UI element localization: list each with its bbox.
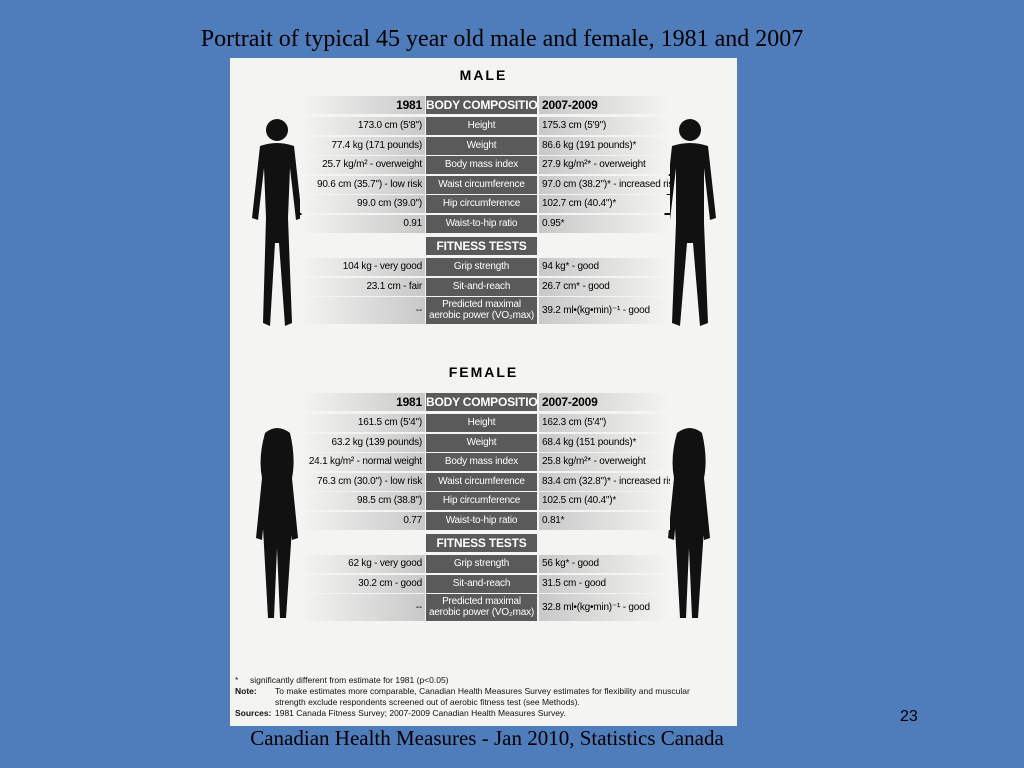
table-cell: Grip strength [426, 258, 537, 276]
table-cell: 90.6 cm (35.7") - low risk [300, 175, 425, 194]
table-cell: 0.77 [300, 511, 425, 530]
table-cell: 24.1 kg/m² - normal weight [300, 453, 425, 471]
table-cell: Grip strength [426, 555, 537, 573]
table-cell: 25.7 kg/m² - overweight [300, 156, 425, 174]
table-cell: -- [300, 594, 425, 621]
table-cell: 68.4 kg (151 pounds)* [539, 433, 670, 452]
footnote-text: To make estimates more comparable, Canad… [275, 686, 690, 707]
table-cell: 62 kg - very good [300, 555, 425, 573]
female-silhouette [256, 428, 710, 618]
table-cell: 98.5 cm (38.8") [300, 492, 425, 510]
footnote-text: 1981 Canada Fitness Survey; 2007-2009 Ca… [275, 708, 566, 718]
section-title: FEMALE [448, 364, 519, 380]
fitness-title: FITNESS TESTS [426, 534, 537, 552]
table-cell: Waist circumference [426, 472, 537, 491]
male-silhouette [252, 119, 716, 326]
table-cell: Weight [426, 136, 537, 155]
table-cell: Body mass index [426, 156, 537, 174]
footnote-label: * [235, 675, 239, 685]
table-cell: 27.9 kg/m²* - overweight [539, 156, 670, 174]
slide-caption: Canadian Health Measures - Jan 2010, Sta… [250, 726, 724, 750]
table-cell: Sit-and-reach [426, 277, 537, 296]
table-cell: 0.81* [539, 511, 670, 530]
footnote-label: Note: [235, 686, 257, 696]
table-cell: 94 kg* - good [539, 258, 670, 276]
table-cell: 86.6 kg (191 pounds)* [539, 136, 670, 155]
table-cell: Body mass index [426, 453, 537, 471]
table-cell: Sit-and-reach [426, 574, 537, 593]
table-cell: 83.4 cm (32.8")* - increased risk [539, 472, 670, 491]
table-cell: 30.2 cm - good [300, 574, 425, 593]
table-cell: 39.2 ml•(kg•min)⁻¹ - good [539, 297, 670, 324]
table-cell: Weight [426, 433, 537, 452]
footnote-label: Sources: [235, 708, 272, 718]
table-cell: 102.5 cm (40.4")* [539, 492, 670, 510]
table-cell: 0.91 [300, 214, 425, 233]
table-cell: 32.8 ml•(kg•min)⁻¹ - good [539, 594, 670, 621]
table-cell: 175.3 cm (5'9") [539, 117, 670, 135]
table-cell: Height [426, 117, 537, 135]
table-cell: Predicted maximal aerobic power (VO₂max) [426, 297, 537, 324]
silhouettes [252, 119, 716, 618]
header-cell: BODY COMPOSITION [426, 96, 537, 114]
header-cell: 2007-2009 [539, 393, 670, 411]
header-cell: BODY COMPOSITION [426, 393, 537, 411]
page-number: 23 [900, 708, 918, 725]
table-cell: 104 kg - very good [300, 258, 425, 276]
fitness-title: FITNESS TESTS [426, 237, 537, 255]
figure: MALE 1981 BODY COMPOSITION 2007-2009 173.0 c… [230, 58, 737, 726]
header-cell: 2007-2009 [539, 96, 670, 114]
table-cell: 76.3 cm (30.0") - low risk [300, 472, 425, 491]
header-cell: 1981 [300, 96, 425, 114]
table-cell: Hip circumference [426, 492, 537, 510]
table-cell: 63.2 kg (139 pounds) [300, 433, 425, 452]
table-cell: 0.95* [539, 214, 670, 233]
table-cell: 162.3 cm (5'4") [539, 414, 670, 432]
table-cell: Height [426, 414, 537, 432]
footnote-text: significantly different from estimate fo… [250, 675, 449, 685]
table-cell: Predicted maximal aerobic power (VO₂max) [426, 594, 537, 621]
table-cell: 161.5 cm (5'4") [300, 414, 425, 432]
table-cell: 99.0 cm (39.0") [300, 195, 425, 213]
table-cell: 25.8 kg/m²* - overweight [539, 453, 670, 471]
table-cell: Waist-to-hip ratio [426, 511, 537, 530]
slide-title: Portrait of typical 45 year old male and… [200, 26, 804, 52]
table-cell: -- [300, 297, 425, 324]
table-cell: 102.7 cm (40.4")* [539, 195, 670, 213]
table-cell: 97.0 cm (38.2")* - increased risk [539, 175, 670, 194]
section-title: MALE [459, 67, 508, 83]
table-cell: Hip circumference [426, 195, 537, 213]
table-cell: 31.5 cm - good [539, 574, 670, 593]
table-cell: Waist circumference [426, 175, 537, 194]
table-cell: Waist-to-hip ratio [426, 214, 537, 233]
header-cell: 1981 [300, 393, 425, 411]
table-cell: 23.1 cm - fair [300, 277, 425, 296]
table-cell: 173.0 cm (5'8") [300, 117, 425, 135]
table-cell: 26.7 cm* - good [539, 277, 670, 296]
table-cell: 77.4 kg (171 pounds) [300, 136, 425, 155]
table-cell: 56 kg* - good [539, 555, 670, 573]
